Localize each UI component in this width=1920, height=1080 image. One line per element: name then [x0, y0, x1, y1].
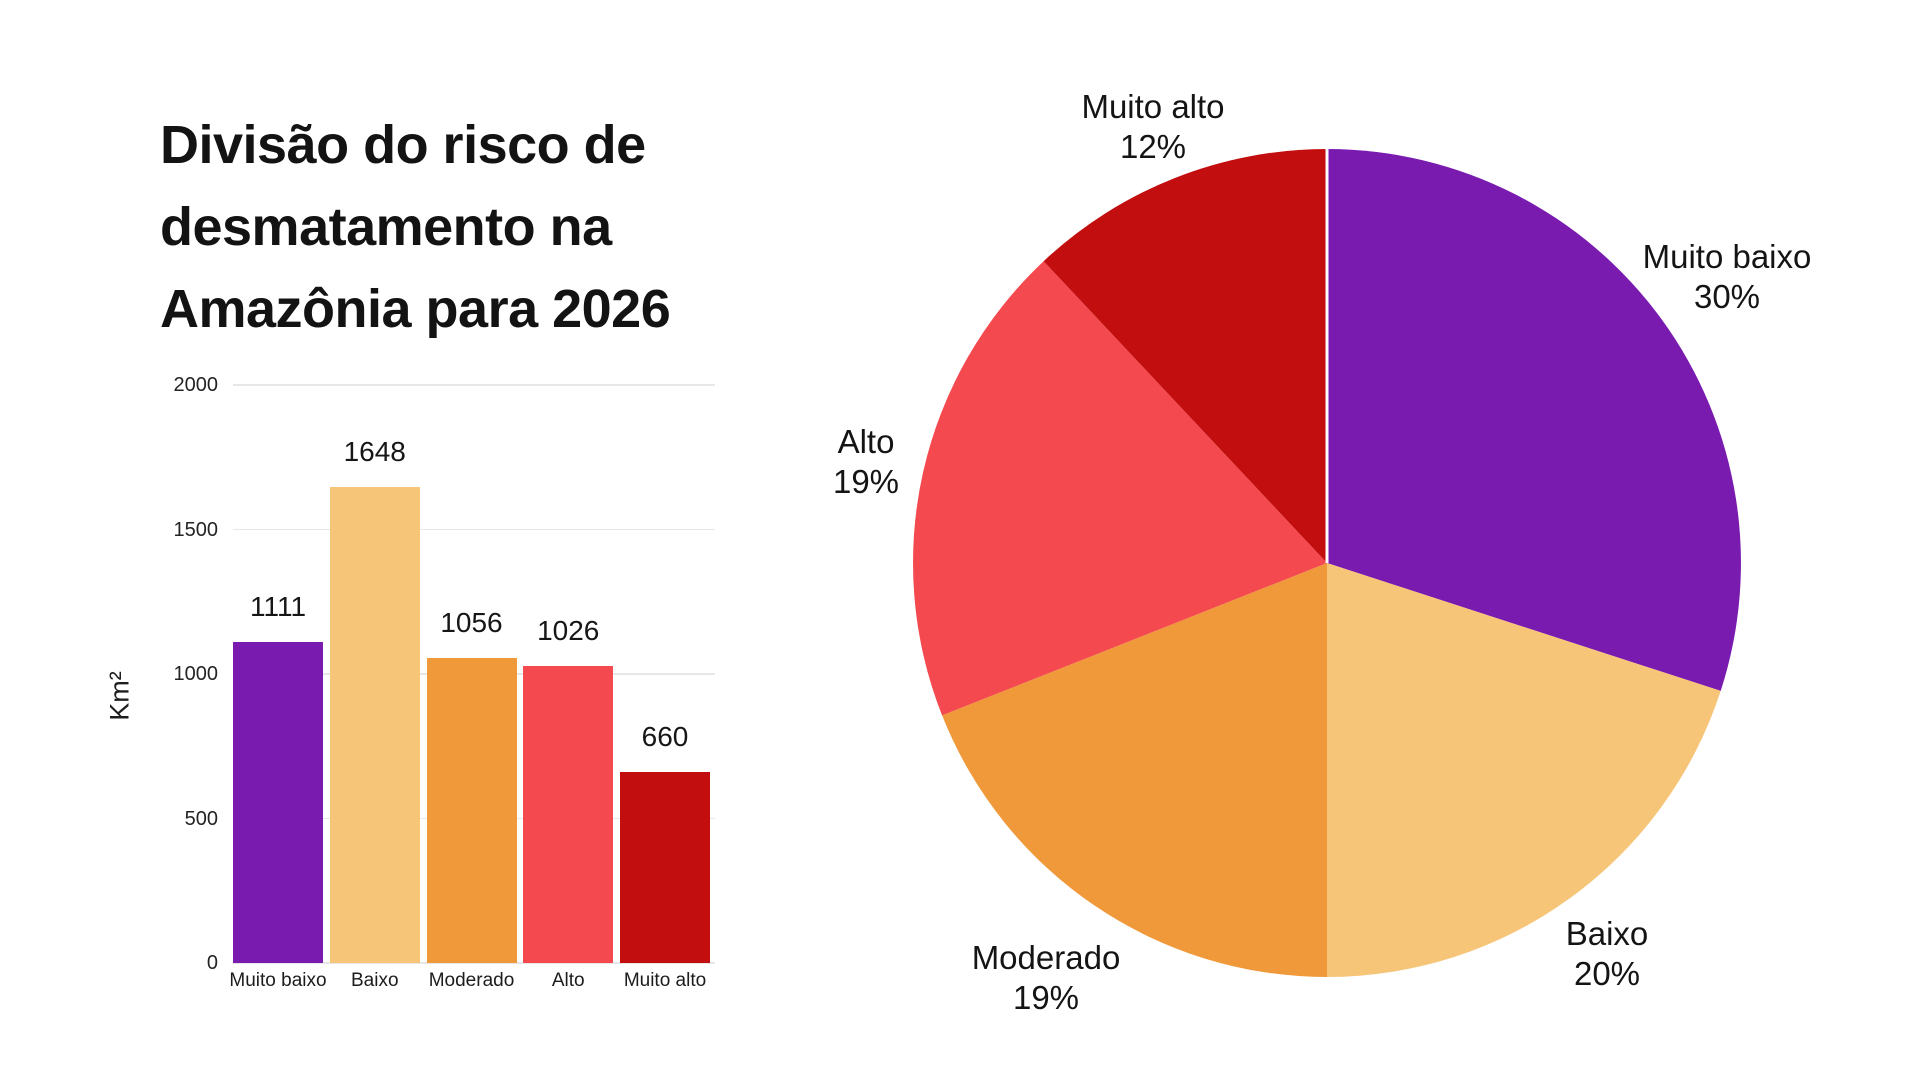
bar-baixo [329, 486, 420, 963]
x-axis-label-baixo: Baixo [350, 970, 399, 991]
chart-title: Divisão do risco de desmatamento na Amaz… [160, 104, 671, 350]
pie-slice-muito-baixo [1327, 149, 1741, 691]
pie-label-percent-alto: 19% [832, 463, 900, 500]
y-tick-label-500: 500 [184, 807, 218, 830]
bar-value-muito-alto: 660 [641, 721, 689, 753]
gridline-1500 [233, 528, 715, 531]
x-axis-label-muito-baixo: Muito baixo [229, 970, 327, 991]
bar-value-baixo: 1648 [343, 435, 406, 467]
pie-label-name-alto: Alto [837, 423, 895, 460]
bar-muito-alto [620, 772, 710, 963]
pie-label-muito-baixo: Muito baixo 30% [1643, 237, 1812, 317]
chart-title-line-1: Divisão do risco de [160, 115, 646, 176]
x-axis-label-moderado: Moderado [428, 970, 515, 991]
pie-label-percent-muito-alto: 12% [1119, 128, 1187, 165]
gridline-0 [233, 962, 715, 964]
bar-value-moderado: 1056 [440, 606, 503, 638]
bar-alto [523, 666, 614, 963]
y-tick-label-1000: 1000 [173, 663, 219, 685]
pie-slice-baixo [1327, 563, 1721, 977]
pie-label-percent-muito-baixo: 30% [1693, 278, 1761, 315]
pie-slice-moderado [942, 563, 1327, 977]
pie-label-alto: Alto 19% [833, 422, 899, 502]
gridline-2000 [233, 384, 715, 386]
pie-label-name-moderado: Moderado [971, 939, 1121, 976]
bar-muito-baixo [233, 641, 323, 963]
pie-label-percent-baixo: 20% [1573, 955, 1641, 992]
y-tick-label-2000: 2000 [173, 374, 219, 396]
pie-label-name-baixo: Baixo [1565, 915, 1649, 952]
chart-title-line-2: desmatamento na [160, 197, 612, 258]
pie-label-name-muito-baixo: Muito baixo [1642, 238, 1812, 275]
pie-slice-muito-alto [1043, 149, 1327, 563]
bar-value-muito-baixo: 1111 [249, 590, 307, 622]
pie-label-percent-moderado: 19% [1012, 979, 1080, 1016]
pie-slice-alto [913, 261, 1327, 716]
x-axis-label-muito-alto: Muito alto [623, 970, 707, 991]
bar-moderado [426, 657, 517, 963]
x-axis-label-alto: Alto [551, 970, 585, 991]
bar-value-alto: 1026 [537, 615, 600, 647]
y-tick-label-0: 0 [206, 952, 218, 974]
pie-label-name-muito-alto: Muito alto [1081, 88, 1225, 125]
pie-label-moderado: Moderado 19% [972, 938, 1121, 1018]
pie-label-muito-alto: Muito alto 12% [1081, 87, 1224, 167]
chart-title-line-3: Amazônia para 2026 [160, 279, 671, 340]
y-tick-label-1500: 1500 [173, 518, 219, 541]
pie-label-baixo: Baixo 20% [1566, 914, 1649, 994]
